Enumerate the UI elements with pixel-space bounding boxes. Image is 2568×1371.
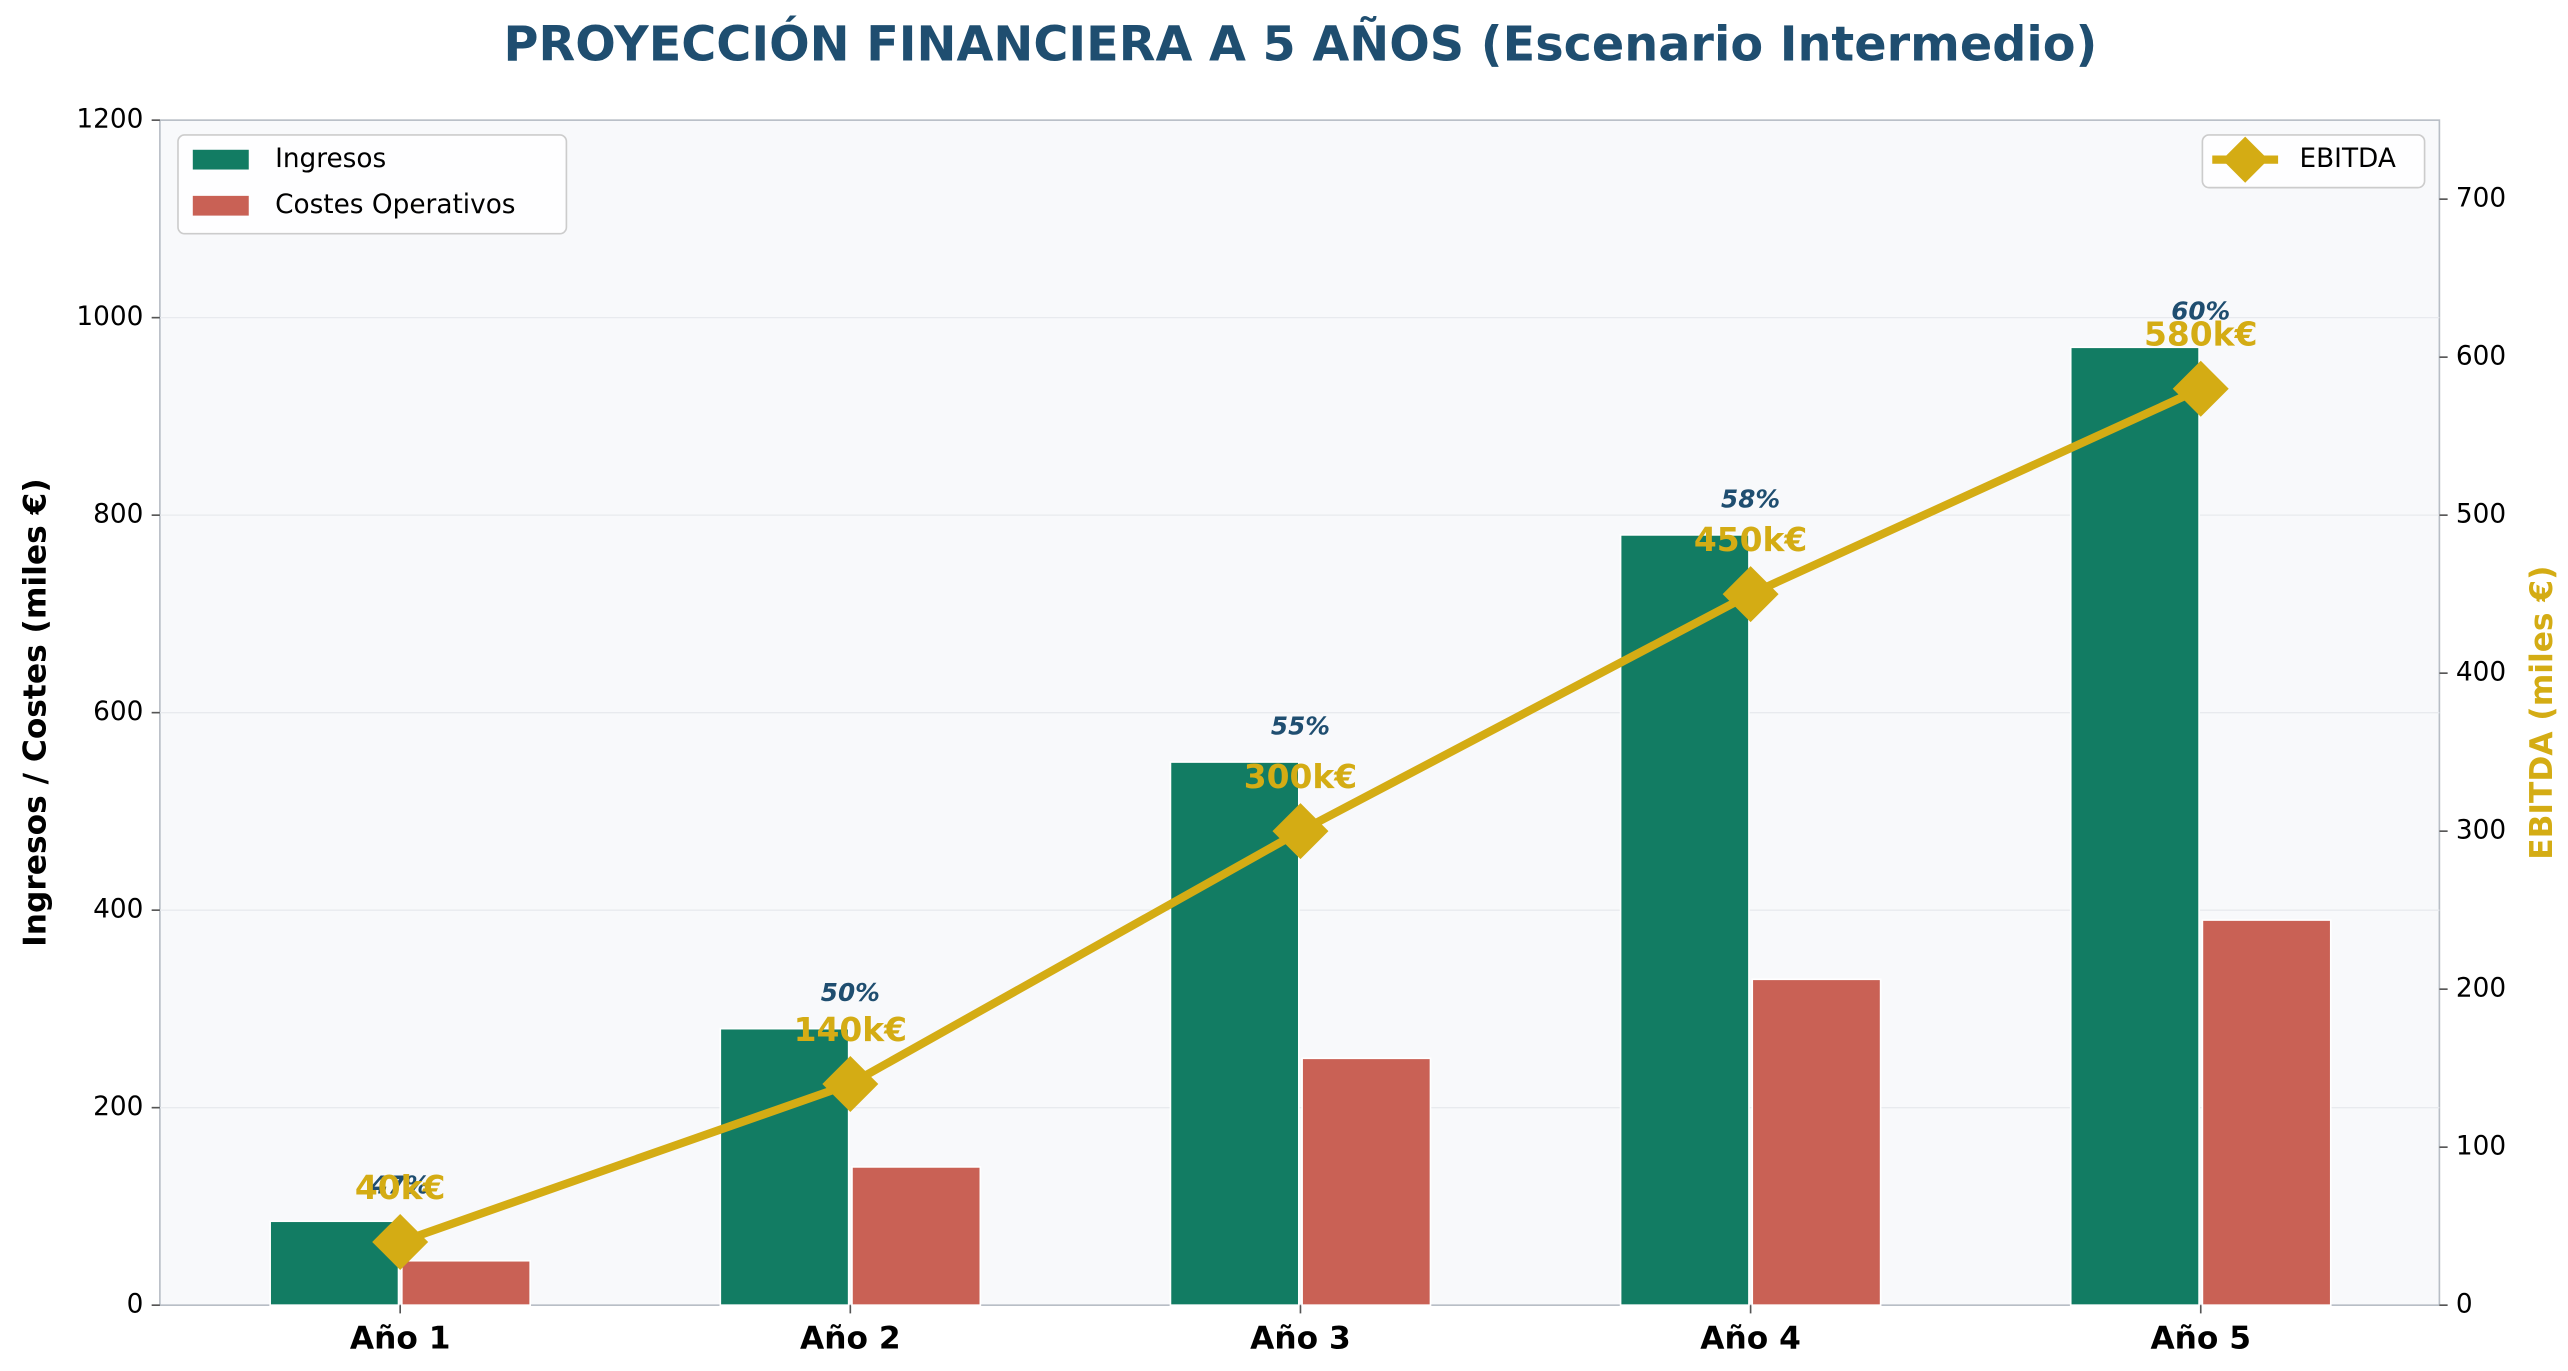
data-label: 300k€ — [1244, 757, 1357, 796]
x-tick-label: Año 1 — [350, 1321, 451, 1357]
bar — [269, 1220, 400, 1306]
y-tick-label: 400 — [93, 895, 143, 925]
bar — [1169, 761, 1300, 1306]
chart-title: PROYECCIÓN FINANCIERA A 5 AÑOS (Escenari… — [504, 16, 2098, 73]
y-tick-label: 1200 — [76, 105, 143, 135]
x-tick-label: Año 4 — [1700, 1321, 1801, 1357]
legend-label: Ingresos — [275, 144, 386, 174]
legend: Ingresos Costes Operativos — [177, 134, 568, 235]
y-tick-label: 200 — [93, 1092, 143, 1122]
data-label: 450k€ — [1694, 520, 1807, 559]
y-axis-label: Ingresos / Costes (miles €) — [17, 478, 53, 947]
y2-tick-label: 100 — [2456, 1132, 2506, 1162]
y2-tick-label: 500 — [2456, 500, 2506, 530]
bar — [851, 1166, 982, 1306]
margin-annotation: 60% — [2171, 297, 2230, 326]
x-tick-label: Año 3 — [1250, 1321, 1351, 1357]
y2-axis-label: EBITDA (miles €) — [2524, 566, 2560, 860]
y2-tick-label: 700 — [2456, 184, 2506, 214]
y2-tick-label: 600 — [2456, 342, 2506, 372]
x-tick-label: Año 2 — [800, 1321, 901, 1357]
y2-tick-label: 0 — [2456, 1290, 2473, 1320]
x-tick-label: Año 5 — [2150, 1321, 2251, 1357]
margin-annotation: 58% — [1721, 484, 1780, 513]
legend-label: Costes Operativos — [275, 190, 515, 220]
bar — [400, 1259, 532, 1306]
y-tick-label: 1000 — [76, 302, 143, 332]
margin-annotation: 50% — [821, 978, 880, 1007]
y2-tick-label: 200 — [2456, 974, 2506, 1004]
y-tick-label: 600 — [93, 697, 143, 727]
bar — [719, 1027, 850, 1306]
y-tick-label: 0 — [127, 1290, 144, 1320]
margin-annotation: 55% — [1271, 711, 1330, 740]
legend-box — [2201, 134, 2426, 189]
legend-label: EBITDA — [2299, 144, 2395, 174]
margin-annotation: 47% — [370, 1171, 430, 1200]
bar — [2201, 919, 2332, 1306]
data-label: 40k€ — [355, 1168, 446, 1207]
y-tick-label: 800 — [93, 500, 143, 530]
legend-box — [177, 134, 568, 235]
legend-swatch — [192, 149, 249, 170]
data-label: 140k€ — [794, 1010, 907, 1049]
bar — [1751, 978, 1882, 1306]
marker — [1722, 566, 1779, 623]
bar — [1301, 1057, 1432, 1306]
data-label: 580k€ — [2144, 315, 2257, 354]
legend: EBITDA — [2201, 134, 2426, 189]
bar — [1619, 534, 1750, 1306]
legend-swatch — [192, 195, 249, 216]
y2-tick-label: 400 — [2456, 658, 2506, 688]
y2-tick-label: 300 — [2456, 816, 2506, 846]
bar — [2069, 346, 2200, 1306]
